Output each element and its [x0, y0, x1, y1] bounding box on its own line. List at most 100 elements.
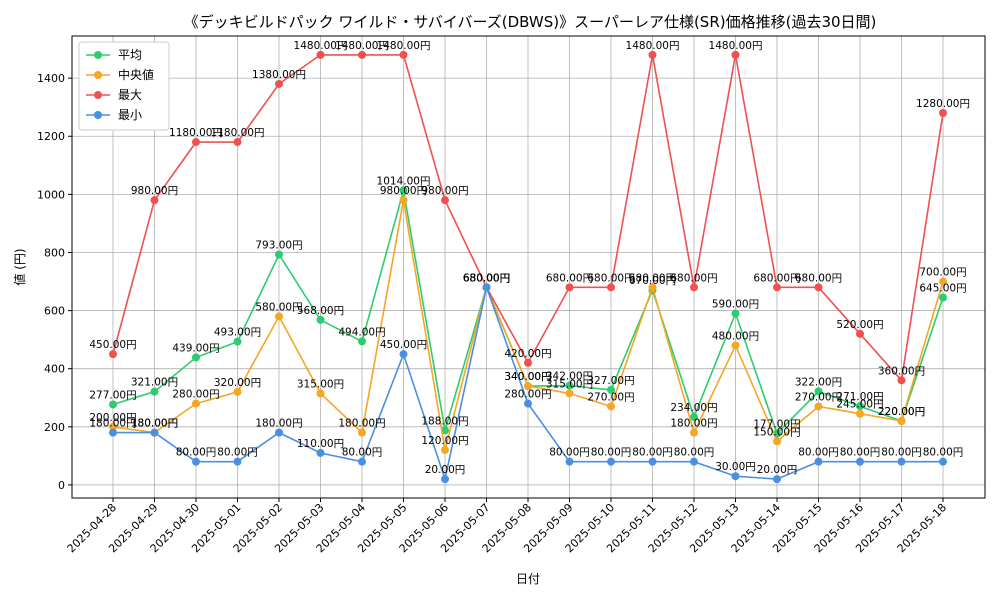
data-label: 20.00円: [757, 464, 798, 476]
data-point: [731, 341, 740, 350]
data-label: 1380.00円: [252, 69, 306, 81]
data-point: [233, 138, 242, 147]
data-label: 342.00円: [546, 371, 593, 383]
data-point: [773, 437, 781, 446]
data-point: [109, 350, 117, 359]
y-tick-label: 1400: [37, 72, 65, 85]
data-point: [814, 283, 823, 292]
data-label: 180.00円: [131, 418, 178, 430]
data-point: [192, 138, 200, 147]
data-point: [358, 337, 366, 346]
data-point: [565, 283, 574, 292]
legend-marker: [94, 71, 102, 79]
data-point: [399, 350, 408, 359]
data-point: [814, 387, 823, 396]
data-point: [856, 457, 864, 466]
data-label: 270.00円: [587, 391, 634, 403]
data-label: 680.00円: [463, 272, 510, 284]
data-label: 271.00円: [836, 391, 883, 403]
data-label: 680.00円: [546, 272, 593, 284]
data-label: 980.00円: [380, 185, 427, 197]
data-label: 680.00円: [463, 272, 510, 284]
y-tick-label: 1200: [37, 130, 65, 143]
data-point: [358, 50, 366, 59]
plot-area: [72, 36, 985, 498]
data-label: 980.00円: [131, 185, 178, 197]
data-label: 1480.00円: [294, 40, 348, 52]
data-label: 327.00円: [587, 375, 634, 387]
legend-box: [78, 41, 170, 131]
data-label: 270.00円: [795, 391, 842, 403]
data-label: 680.00円: [795, 272, 842, 284]
data-point: [939, 109, 947, 117]
data-label: 80.00円: [342, 447, 383, 459]
data-label: 20.00円: [425, 464, 466, 476]
data-point: [482, 283, 491, 292]
data-label: 1480.00円: [377, 40, 431, 52]
data-label: 494.00円: [338, 326, 385, 338]
data-point: [275, 250, 283, 259]
data-label: 180.00円: [338, 418, 385, 430]
data-label: 245.00円: [836, 399, 883, 411]
data-label: 280.00円: [504, 389, 551, 401]
data-point: [399, 196, 408, 205]
data-label: 315.00円: [297, 378, 344, 390]
data-label: 80.00円: [176, 447, 217, 459]
data-point: [897, 376, 906, 385]
data-label: 80.00円: [674, 447, 715, 459]
data-label: 645.00円: [919, 283, 966, 295]
data-label: 180.00円: [255, 418, 302, 430]
data-label: 340.00円: [504, 371, 551, 383]
data-point: [399, 186, 408, 195]
data-point: [814, 402, 823, 411]
data-point: [441, 475, 449, 484]
data-point: [109, 422, 117, 431]
data-label: 420.00円: [504, 348, 551, 360]
data-label: 680.00円: [463, 272, 510, 284]
data-label: 700.00円: [919, 267, 966, 279]
data-label: 450.00円: [380, 339, 427, 351]
data-point: [814, 457, 823, 466]
data-label: 520.00円: [836, 319, 883, 331]
data-label: 177.00円: [753, 418, 800, 430]
data-point: [607, 457, 615, 466]
data-label: 680.00円: [587, 272, 634, 284]
data-point: [648, 457, 657, 466]
y-tick-label: 800: [44, 246, 65, 259]
data-point: [690, 457, 698, 466]
data-point: [524, 382, 532, 391]
data-label: 220.00円: [878, 406, 925, 418]
data-label: 80.00円: [217, 447, 258, 459]
data-point: [275, 312, 283, 321]
data-point: [648, 50, 657, 59]
data-label: 80.00円: [881, 447, 922, 459]
legend-label: 平均: [118, 48, 142, 62]
data-label: 480.00円: [712, 330, 759, 342]
data-label: 680.00円: [629, 272, 676, 284]
data-label: 1180.00円: [169, 127, 223, 139]
data-label: 315.00円: [546, 378, 593, 390]
data-label: 493.00円: [214, 327, 261, 339]
data-point: [441, 426, 449, 435]
data-point: [648, 283, 657, 292]
data-point: [897, 417, 906, 425]
data-point: [565, 457, 574, 466]
data-point: [233, 387, 242, 396]
data-label: 110.00円: [297, 438, 344, 450]
data-point: [897, 457, 906, 466]
data-label: 793.00円: [255, 240, 302, 252]
data-label: 590.00円: [712, 298, 759, 310]
data-point: [109, 428, 117, 437]
data-point: [316, 448, 325, 457]
data-point: [524, 358, 532, 367]
legend-label: 中央値: [118, 67, 154, 82]
data-point: [773, 475, 781, 484]
data-label: 277.00円: [89, 389, 136, 401]
legend-label: 最大: [118, 88, 142, 102]
data-point: [399, 50, 408, 59]
data-label: 568.00円: [297, 305, 344, 317]
data-label: 80.00円: [591, 447, 632, 459]
data-label: 450.00円: [89, 339, 136, 351]
data-point: [690, 428, 698, 437]
